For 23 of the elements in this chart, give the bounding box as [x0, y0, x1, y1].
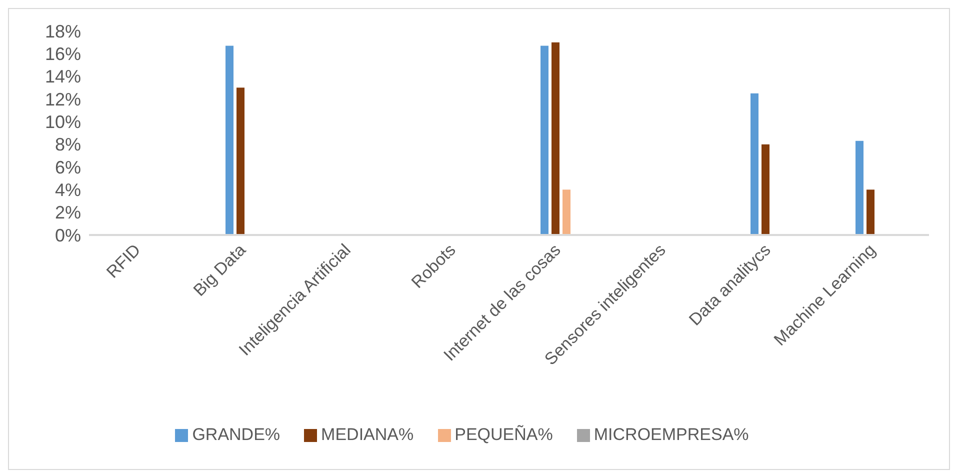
y-tick-label: 6%: [54, 157, 81, 178]
bar: [762, 144, 770, 235]
y-tick-label: 14%: [44, 66, 81, 87]
legend-label: PEQUEÑA%: [454, 425, 553, 444]
legend-label: GRANDE%: [192, 425, 280, 444]
y-tick-label: 12%: [44, 89, 81, 110]
bar: [562, 190, 570, 235]
y-tick-label: 8%: [54, 134, 81, 155]
y-tick-label: 0%: [54, 225, 81, 246]
y-tick-label: 10%: [44, 112, 81, 132]
bar: [866, 190, 874, 235]
bar: [856, 140, 864, 235]
bar: [226, 46, 234, 235]
y-tick-label: 16%: [44, 44, 81, 64]
legend-label: MICROEMPRESA%: [594, 425, 749, 444]
bar: [750, 93, 758, 235]
bar: [236, 88, 244, 235]
legend-label: MEDIANA%: [321, 425, 414, 444]
bar: [540, 46, 548, 235]
y-tick-label: 2%: [54, 202, 81, 223]
y-tick-label: 4%: [54, 180, 81, 200]
bar: [552, 42, 560, 235]
y-tick-label: 18%: [44, 21, 81, 42]
